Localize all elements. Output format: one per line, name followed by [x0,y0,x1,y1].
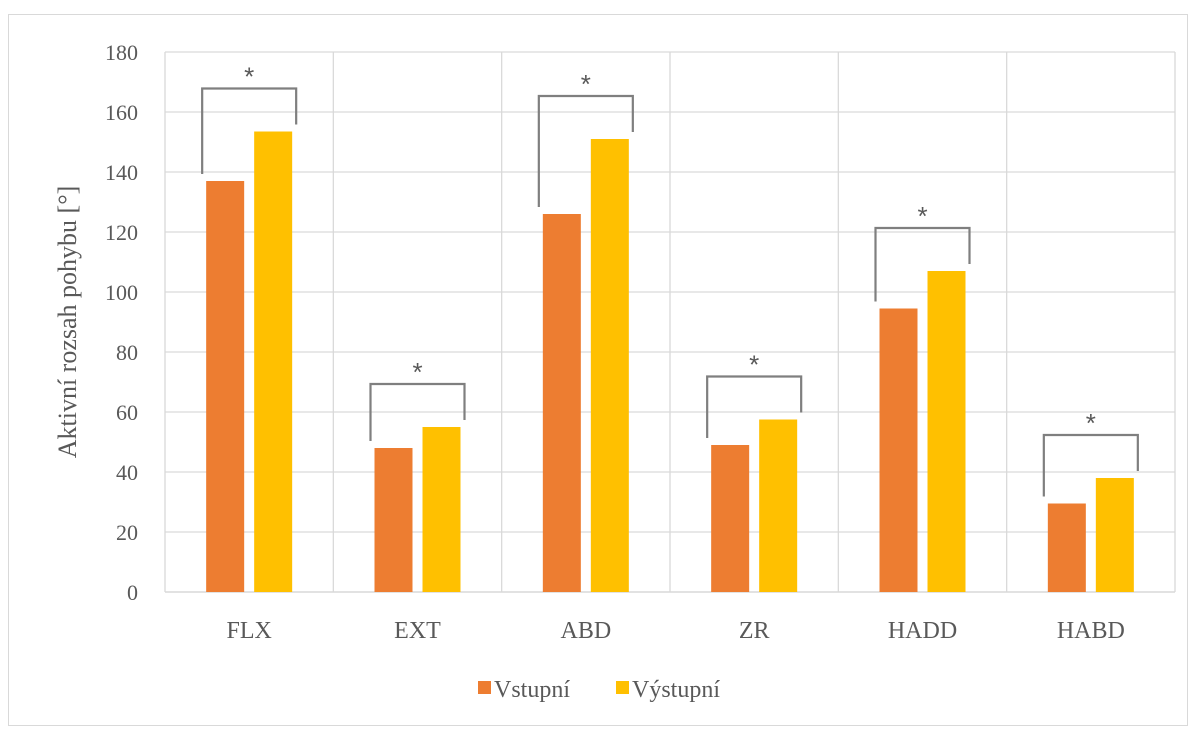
bar-vystupni-habd [1095,478,1134,592]
axis-layer: Aktivní rozsah pohybu [°] 0 20 40 60 80 100 12… [53,40,1125,644]
bar-vystupni-hadd [927,271,966,592]
legend-label-vystupni: Výstupní [632,677,720,703]
significance-bracket [874,226,971,302]
x-tick-label: EXT [394,618,441,644]
bars-layer [206,131,1134,592]
significance-layer: * * * * * * [201,62,1139,497]
significance-bracket [201,87,298,174]
bar-vystupni-flx [254,131,293,592]
grid-layer [164,51,1176,593]
significance-star: * [917,201,927,231]
significance-star: * [412,357,422,387]
y-tick-label: 100 [105,280,138,305]
bar-vstupni-habd [1047,503,1086,592]
significance-bracket [1042,433,1139,497]
significance-bracket [369,382,466,441]
y-tick-label: 160 [105,100,138,125]
significance-star: * [244,62,254,92]
bar-vstupni-hadd [879,308,918,592]
y-tick-label: 0 [127,580,138,605]
bar-vstupni-flx [206,181,245,592]
significance-bracket [706,375,803,438]
legend-label-vstupni: Vstupní [494,677,570,703]
significance-bracket [537,94,634,207]
x-tick-label: FLX [226,618,271,644]
y-tick-label: 120 [105,220,138,245]
bar-vystupni-abd [590,139,629,592]
y-tick-label: 80 [116,340,138,365]
significance-star: * [1086,408,1096,438]
significance-star: * [749,350,759,380]
legend-swatch-vstupni [478,681,491,694]
significance-star: * [581,69,591,99]
x-tick-label: ABD [560,618,611,644]
bar-vstupni-ext [374,448,413,592]
x-tick-label: ZR [739,618,770,644]
legend-swatch-vystupni [616,681,629,694]
x-tick-label: HABD [1057,618,1125,644]
y-tick-label: 40 [116,460,138,485]
bar-vstupni-zr [711,445,750,592]
bar-vystupni-ext [422,427,461,592]
bar-vstupni-abd [542,214,581,592]
x-tick-label: HADD [888,618,957,644]
y-tick-label: 140 [105,160,138,185]
y-tick-label: 20 [116,520,138,545]
y-tick-label: 180 [105,40,138,65]
y-axis-label: Aktivní rozsah pohybu [°] [53,186,82,459]
y-tick-label: 60 [116,400,138,425]
bar-vystupni-zr [759,419,798,592]
legend: Vstupní Výstupní [478,677,720,703]
